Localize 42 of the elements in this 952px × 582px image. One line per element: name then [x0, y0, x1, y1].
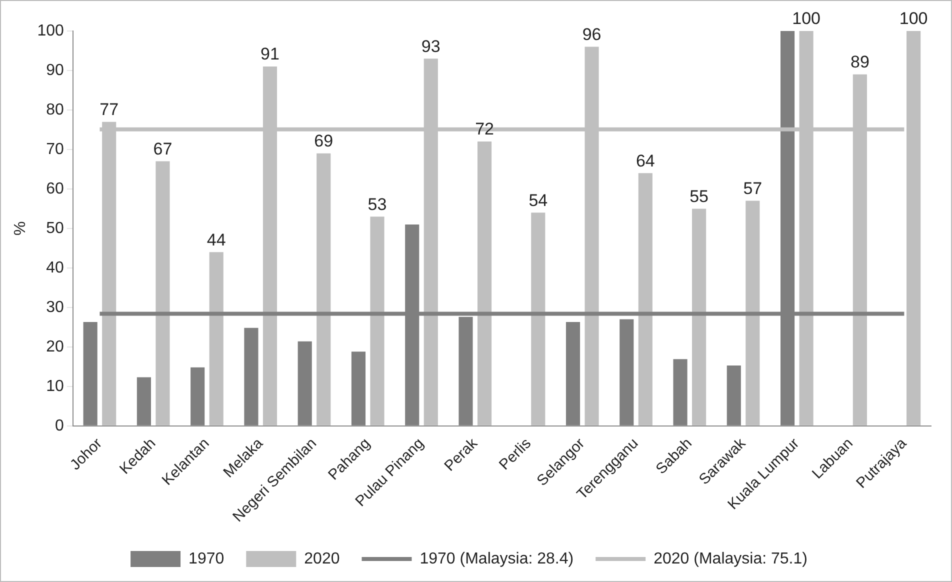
bar: [370, 216, 384, 426]
bar: [209, 252, 224, 426]
data-label: 91: [260, 44, 280, 64]
y-tick-label: 70: [46, 140, 64, 158]
data-label: 96: [582, 24, 602, 44]
data-label: 100: [899, 9, 928, 28]
data-label: 67: [153, 139, 172, 158]
data-label: 44: [206, 230, 226, 250]
y-tick-label: 50: [46, 220, 64, 237]
bar: [906, 31, 921, 426]
bar: [156, 161, 170, 426]
data-label: 100: [792, 9, 820, 28]
data-label: 93: [421, 36, 440, 56]
legend-label: 1970 (Malaysia: 28.4): [420, 550, 574, 568]
bar: [746, 200, 760, 426]
data-label: 55: [690, 186, 709, 206]
bar: [638, 173, 652, 426]
data-label: 54: [528, 190, 548, 210]
y-tick-label: 30: [46, 298, 64, 316]
y-tick-label: 100: [37, 22, 64, 40]
data-label: 53: [368, 194, 387, 214]
data-label: 89: [850, 52, 870, 72]
data-label: 72: [475, 120, 494, 139]
data-label: 64: [636, 151, 655, 170]
y-tick-label: 20: [46, 338, 64, 356]
y-tick-label: 90: [46, 62, 64, 79]
legend-label: 2020: [304, 550, 340, 568]
y-tick-label: 40: [46, 259, 64, 276]
legend-label: 1970: [188, 550, 224, 568]
y-tick-label: 10: [46, 378, 64, 395]
y-tick-label: 0: [54, 417, 64, 434]
data-label: 57: [743, 178, 762, 198]
data-label: 69: [314, 132, 334, 151]
legend-label: 2020 (Malaysia: 75.1): [654, 550, 808, 568]
bar: [531, 212, 546, 426]
y-axis-title: %: [12, 221, 30, 236]
y-tick-label: 60: [46, 180, 64, 198]
bar: [477, 142, 492, 426]
bar: [316, 153, 331, 426]
bar: [692, 208, 706, 426]
data-label: 77: [100, 100, 119, 120]
y-tick-label: 80: [46, 101, 64, 118]
